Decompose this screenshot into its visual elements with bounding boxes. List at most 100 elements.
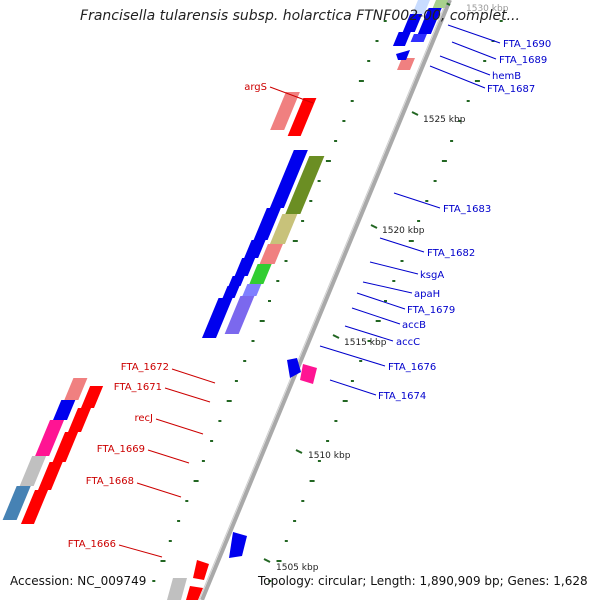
guide-mark bbox=[458, 120, 462, 122]
gene-label-ksga[interactable]: ksgA bbox=[420, 270, 444, 281]
guide-mark bbox=[276, 560, 282, 562]
guide-mark bbox=[350, 380, 354, 382]
tick-1515: 1515 kbp bbox=[332, 334, 387, 348]
gene-label-fta-1683[interactable]: FTA_1683 bbox=[443, 204, 491, 215]
tick-label: 1510 kbp bbox=[308, 451, 351, 461]
sequence-title: Francisella tularensis subsp. holarctica… bbox=[80, 8, 520, 24]
guide-mark bbox=[358, 80, 364, 82]
guide-mark bbox=[441, 160, 447, 162]
guide-mark bbox=[359, 360, 363, 362]
tick-1505: 1505 kbp bbox=[263, 558, 319, 573]
topology-text: Topology: circular; Length: 1,890,909 bp… bbox=[258, 574, 588, 588]
position-ticks: 1505 kbp 1510 kbp 1515 kbp 1520 kbp 1525… bbox=[263, 1, 509, 573]
gene-label-recj[interactable]: recJ bbox=[135, 413, 154, 424]
arg-block[interactable] bbox=[268, 92, 319, 136]
tick-label: 1505 kbp bbox=[276, 563, 319, 573]
guide-mark bbox=[417, 220, 421, 222]
label-connectors bbox=[118, 24, 501, 558]
guide-mark bbox=[243, 360, 247, 362]
guide-mark bbox=[483, 60, 487, 62]
gene-label-accc[interactable]: accC bbox=[396, 337, 420, 348]
guide-mark bbox=[309, 200, 313, 202]
tick-label: 1530 kbp bbox=[466, 4, 509, 14]
guide-mark bbox=[474, 80, 480, 82]
guide-mark bbox=[292, 240, 298, 242]
gene-label-apah[interactable]: apaH bbox=[414, 289, 440, 300]
guide-mark bbox=[259, 320, 265, 322]
guide-mark bbox=[152, 580, 156, 582]
gene-label-hemb[interactable]: hemB bbox=[492, 71, 521, 82]
gene-label-accb[interactable]: accB bbox=[402, 320, 426, 331]
guide-mark bbox=[210, 440, 214, 442]
guide-mark bbox=[276, 280, 280, 282]
guide-mark bbox=[325, 160, 331, 162]
guide-mark bbox=[466, 100, 470, 102]
guide-mark bbox=[367, 60, 371, 62]
guide-mark bbox=[450, 140, 454, 142]
guide-mark bbox=[499, 20, 503, 22]
genome-backbone bbox=[200, 0, 452, 600]
guide-mark bbox=[317, 460, 321, 462]
guide-mark bbox=[383, 20, 387, 22]
gene-label-fta-1690[interactable]: FTA_1690 bbox=[503, 39, 551, 50]
tick-1510: 1510 kbp bbox=[295, 449, 351, 461]
guide-mark bbox=[384, 300, 387, 302]
tick-label: 1520 kbp bbox=[382, 226, 425, 236]
gene-label-fta-1669[interactable]: FTA_1669 bbox=[97, 444, 145, 455]
tick-1525: 1525 kbp bbox=[411, 111, 466, 125]
guide-mark bbox=[284, 260, 288, 262]
gene-block-middle[interactable] bbox=[201, 150, 327, 338]
guide-mark bbox=[185, 500, 189, 502]
gene-block-lower[interactable] bbox=[1, 378, 106, 524]
guide-mark bbox=[268, 580, 272, 582]
tick-1520: 1520 kbp bbox=[370, 224, 425, 236]
guide-mark bbox=[334, 140, 338, 142]
guide-mark bbox=[293, 520, 297, 522]
guide-mark bbox=[317, 180, 321, 182]
tick-label: 1525 kbp bbox=[423, 115, 466, 125]
gene-label-args[interactable]: argS bbox=[244, 82, 267, 93]
guide-mark bbox=[251, 340, 255, 342]
gene-label-fta-1687[interactable]: FTA_1687 bbox=[487, 84, 535, 95]
genome-backbone-highlight bbox=[198, 0, 448, 600]
guide-mark bbox=[375, 40, 379, 42]
guide-mark bbox=[375, 320, 381, 322]
gene-label-fta-1689[interactable]: FTA_1689 bbox=[499, 55, 547, 66]
guide-mark bbox=[408, 240, 414, 242]
guide-mark bbox=[218, 420, 222, 422]
gene-labels: FTA_1690 FTA_1689 hemB FTA_1687 argS FTA… bbox=[68, 39, 551, 550]
gene-label-fta-1682[interactable]: FTA_1682 bbox=[427, 248, 475, 259]
guide-mark bbox=[234, 380, 238, 382]
forward-strand-features[interactable] bbox=[201, 0, 448, 558]
reverse-strand-features[interactable] bbox=[1, 92, 319, 600]
guide-mark bbox=[326, 440, 330, 442]
sequence-info-footer: Accession: NC_009749 Topology: circular;… bbox=[0, 574, 600, 592]
guide-mark bbox=[425, 200, 429, 202]
guide-mark bbox=[301, 220, 305, 222]
gene-label-fta-1676[interactable]: FTA_1676 bbox=[388, 362, 436, 373]
gene-label-fta-1666[interactable]: FTA_1666 bbox=[68, 539, 116, 550]
guide-mark bbox=[309, 480, 315, 482]
gene-label-fta-1679[interactable]: FTA_1679 bbox=[407, 305, 455, 316]
guide-mark bbox=[334, 420, 338, 422]
gene-label-fta-1674[interactable]: FTA_1674 bbox=[378, 391, 426, 402]
gene-block-top[interactable] bbox=[383, 0, 448, 70]
guide-mark bbox=[392, 280, 396, 282]
gene-label-fta-1672[interactable]: FTA_1672 bbox=[121, 362, 169, 373]
tick-label: 1515 kbp bbox=[344, 338, 387, 348]
guide-mark bbox=[367, 340, 371, 342]
guide-mark bbox=[301, 500, 305, 502]
gene-label-fta-1671[interactable]: FTA_1671 bbox=[114, 382, 162, 393]
gene-label-fta-1668[interactable]: FTA_1668 bbox=[86, 476, 134, 487]
guide-mark bbox=[342, 120, 346, 122]
guide-mark bbox=[268, 300, 271, 302]
guide-marks bbox=[152, 20, 503, 582]
guide-mark bbox=[400, 260, 404, 262]
guide-mark bbox=[193, 480, 199, 482]
guide-mark bbox=[201, 460, 205, 462]
guide-mark bbox=[226, 400, 232, 402]
guide-mark bbox=[160, 560, 166, 562]
guide-mark bbox=[433, 180, 437, 182]
guide-mark bbox=[177, 520, 181, 522]
